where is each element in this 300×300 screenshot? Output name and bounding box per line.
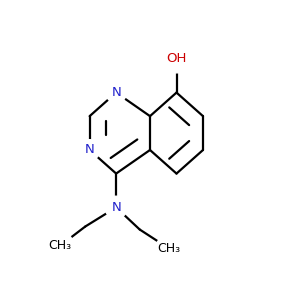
Text: N: N [111, 86, 121, 99]
Circle shape [162, 45, 190, 73]
Circle shape [105, 196, 127, 219]
Text: CH₃: CH₃ [158, 242, 181, 255]
Circle shape [47, 232, 74, 259]
Circle shape [156, 235, 183, 262]
Text: N: N [111, 201, 121, 214]
Text: CH₃: CH₃ [49, 239, 72, 252]
Text: N: N [85, 143, 94, 157]
Circle shape [106, 82, 126, 103]
Text: OH: OH [166, 52, 187, 65]
Circle shape [79, 140, 100, 160]
